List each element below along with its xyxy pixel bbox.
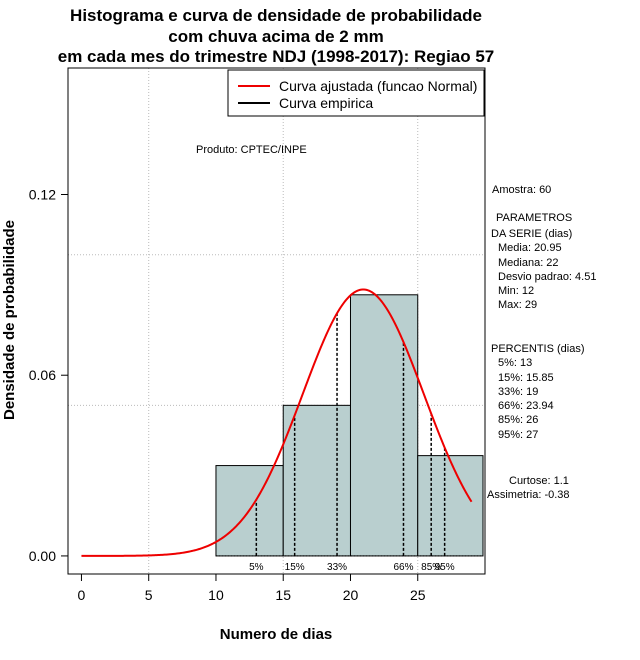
legend-label-fitted: Curva ajustada (funcao Normal) (279, 78, 477, 94)
parametros-line: PARAMETROS (496, 212, 572, 224)
assimetria-note: Assimetria: -0.38 (487, 489, 570, 501)
percentile-label: 66% (393, 562, 413, 573)
parametros-line: Mediana: 22 (498, 257, 559, 269)
chart-title-line-3: em cada mes do trimestre NDJ (1998-2017)… (58, 47, 495, 66)
percentis-line: 33%: 19 (498, 386, 538, 398)
histogram-bar (349, 294, 419, 557)
percentile-label: 15% (285, 562, 305, 573)
x-tick-label: 20 (343, 587, 359, 603)
x-axis-label: Numero de dias (220, 626, 333, 643)
produto-note: Produto: CPTEC/INPE (196, 144, 307, 156)
y-axis: 0.00 0.06 0.12 (29, 187, 69, 564)
x-tick-label: 15 (275, 587, 291, 603)
legend-label-empirical: Curva empirica (279, 95, 373, 111)
percentis-line: 15%: 15.85 (498, 372, 554, 384)
y-tick-label: 0.12 (29, 187, 56, 203)
percentile-label: 5% (249, 562, 264, 573)
histogram-bar (282, 404, 351, 557)
parametros-line: Min: 12 (498, 285, 534, 297)
percentile-label: 95% (435, 562, 455, 573)
histogram-bars (215, 294, 484, 557)
histogram-bar (417, 455, 484, 557)
x-axis: 0 5 10 15 20 25 (78, 573, 426, 603)
y-tick-label: 0.00 (29, 548, 56, 564)
legend: Curva ajustada (funcao Normal) Curva emp… (227, 69, 485, 117)
x-tick-label: 25 (410, 587, 426, 603)
fitted-curve (81, 288, 473, 557)
x-tick-label: 0 (78, 587, 86, 603)
percentis-line: 95%: 27 (498, 429, 538, 441)
chart-title-line-1: Histograma e curva de densidade de proba… (70, 6, 482, 25)
percentis-block: PERCENTIS (dias) 5%: 13 15%: 15.85 33%: … (491, 343, 585, 441)
amostra-note: Amostra: 60 (492, 184, 551, 196)
y-tick-label: 0.06 (29, 367, 56, 383)
parametros-line: Media: 20.95 (498, 242, 562, 254)
x-tick-label: 10 (208, 587, 224, 603)
curtose-note: Curtose: 1.1 (509, 475, 569, 487)
parametros-line: Max: 29 (498, 299, 537, 311)
legend-box (227, 69, 485, 117)
percentile-labels: 5% 15% 33% 66% 85%95% (249, 562, 455, 573)
chart-title-line-2: com chuva acima de 2 mm (168, 27, 383, 46)
y-axis-label: Densidade de probabilidade (1, 220, 18, 420)
parametros-block: PARAMETROS DA SERIE (dias) Media: 20.95 … (491, 212, 596, 311)
percentis-line: PERCENTIS (dias) (491, 343, 585, 355)
percentile-label: 85% (421, 562, 441, 573)
parametros-line: Desvio padrao: 4.51 (498, 271, 596, 283)
percentis-line: 5%: 13 (498, 357, 532, 369)
x-tick-label: 5 (145, 587, 153, 603)
fitted-curve-group (81, 288, 473, 557)
percentile-lines (255, 313, 446, 556)
parametros-line: DA SERIE (dias) (491, 228, 572, 240)
percentis-line: 66%: 23.94 (498, 400, 554, 412)
percentile-label: 33% (327, 562, 347, 573)
percentis-line: 85%: 26 (498, 414, 538, 426)
